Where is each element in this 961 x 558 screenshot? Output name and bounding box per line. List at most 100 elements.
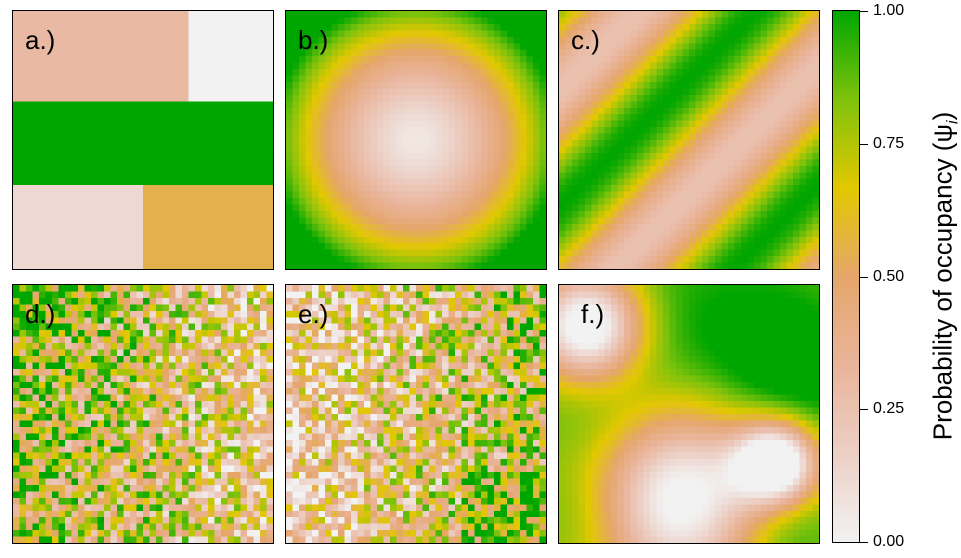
heatmap-c-cell xyxy=(598,243,605,250)
heatmap-a-cell xyxy=(221,43,228,50)
heatmap-b-cell xyxy=(318,36,326,44)
heatmap-a-cell xyxy=(123,43,131,50)
heatmap-b-cell xyxy=(370,17,378,25)
heatmap-c-cell xyxy=(669,210,677,218)
heatmap-b-cell xyxy=(312,133,319,141)
heatmap-a-cell xyxy=(156,159,163,166)
heatmap-b-cell xyxy=(364,262,371,269)
heatmap-c-cell xyxy=(734,11,742,18)
heatmap-c-cell xyxy=(793,101,800,108)
heatmap-a-cell xyxy=(130,17,137,25)
heatmap-c-cell xyxy=(734,165,742,173)
heatmap-a-cell xyxy=(71,256,79,263)
heatmap-c-cell xyxy=(786,243,794,250)
heatmap-c-cell xyxy=(643,94,651,102)
heatmap-c-cell xyxy=(559,262,566,269)
heatmap-a-cell xyxy=(26,17,33,25)
heatmap-a-cell xyxy=(52,223,59,231)
heatmap-a-cell xyxy=(260,88,267,95)
heatmap-b-cell xyxy=(370,185,378,192)
heatmap-a-cell xyxy=(234,49,241,57)
heatmap-c-cell xyxy=(559,152,566,160)
heatmap-a-cell xyxy=(136,62,144,70)
heatmap-b-cell xyxy=(500,165,508,173)
heatmap-c-cell xyxy=(676,114,683,121)
heatmap-b-cell xyxy=(442,23,449,31)
heatmap-c-cell xyxy=(598,146,605,154)
heatmap-c-cell xyxy=(676,43,683,50)
heatmap-a-cell xyxy=(136,101,144,108)
heatmap-b-cell xyxy=(403,152,410,160)
heatmap-c-cell xyxy=(604,191,612,199)
heatmap-b-cell xyxy=(422,140,430,147)
heatmap-d-cell xyxy=(78,304,85,311)
heatmap-a-cell xyxy=(71,230,79,237)
heatmap-c-cell xyxy=(702,243,709,250)
heatmap-c-cell xyxy=(656,217,664,224)
heatmap-a-cell xyxy=(52,94,59,102)
heatmap-a-cell xyxy=(266,62,273,70)
heatmap-b-cell xyxy=(318,165,326,173)
heatmap-c-cell xyxy=(611,159,618,166)
heatmap-d-cell xyxy=(65,310,72,318)
heatmap-b-cell xyxy=(442,243,449,250)
heatmap-b-cell xyxy=(318,114,326,121)
heatmap-a-cell xyxy=(84,107,92,115)
heatmap-a-cell xyxy=(188,49,196,57)
heatmap-b-cell xyxy=(461,198,469,205)
heatmap-b-cell xyxy=(364,75,371,83)
heatmap-c-cell xyxy=(715,107,722,115)
heatmap-b-cell xyxy=(416,217,423,224)
heatmap-c-cell xyxy=(760,75,768,83)
heatmap-a-cell xyxy=(32,165,40,173)
heatmap-b-cell xyxy=(292,11,300,18)
heatmap-c-cell xyxy=(572,49,579,57)
heatmap-c-cell xyxy=(682,75,690,83)
heatmap-d-cell xyxy=(162,304,170,311)
heatmap-b-cell xyxy=(416,210,423,218)
heatmap-a-cell xyxy=(201,107,209,115)
heatmap-a-cell xyxy=(26,56,33,63)
heatmap-c-cell xyxy=(734,204,742,212)
heatmap-a-cell xyxy=(91,262,98,269)
heatmap-b-cell xyxy=(364,62,371,70)
heatmap-b-cell xyxy=(513,88,521,95)
heatmap-c-cell xyxy=(734,94,742,102)
heatmap-b-cell xyxy=(533,217,540,224)
heatmap-c-cell xyxy=(721,256,729,263)
heatmap-b-cell xyxy=(533,223,540,231)
heatmap-a-cell xyxy=(65,262,72,269)
heatmap-b-cell xyxy=(448,23,456,31)
heatmap-a-cell xyxy=(227,94,235,102)
heatmap-c-cell xyxy=(747,178,755,186)
heatmap-c-cell xyxy=(565,36,573,44)
heatmap-a-cell xyxy=(78,81,85,89)
heatmap-c-cell xyxy=(728,191,735,199)
heatmap-a-cell xyxy=(182,36,189,44)
heatmap-c-cell xyxy=(624,127,631,134)
heatmap-b-cell xyxy=(364,56,371,63)
heatmap-b-cell xyxy=(416,81,423,89)
heatmap-c-cell xyxy=(773,36,781,44)
heatmap-b-cell xyxy=(338,230,345,237)
heatmap-c-cell xyxy=(591,101,599,108)
heatmap-c-cell xyxy=(559,30,566,37)
heatmap-d-cell xyxy=(91,297,98,305)
heatmap-a-cell xyxy=(110,120,118,128)
heatmap-c-cell xyxy=(572,172,579,179)
heatmap-a-cell xyxy=(143,223,150,231)
heatmap-c-cell xyxy=(793,146,800,154)
heatmap-c-cell xyxy=(598,62,605,70)
heatmap-a-cell xyxy=(156,178,163,186)
heatmap-a-cell xyxy=(97,23,105,31)
heatmap-c-cell xyxy=(630,256,638,263)
heatmap-b-cell xyxy=(422,217,430,224)
heatmap-c-cell xyxy=(767,140,774,147)
heatmap-a-cell xyxy=(247,36,254,44)
heatmap-a-cell xyxy=(182,88,189,95)
heatmap-c-cell xyxy=(669,159,677,166)
heatmap-d-cell xyxy=(13,291,20,299)
heatmap-c-cell xyxy=(656,30,664,37)
heatmap-a-cell xyxy=(201,114,209,121)
heatmap-c-cell xyxy=(611,81,618,89)
